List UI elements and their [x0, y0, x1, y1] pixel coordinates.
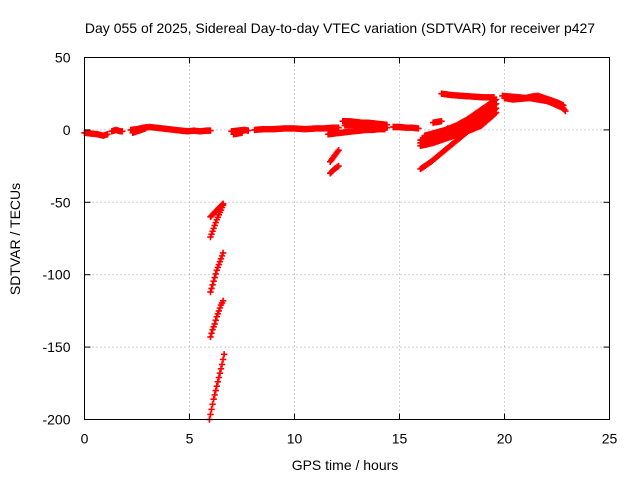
- y-tick-labels: -200 -150 -100 -50 0 50: [42, 50, 70, 428]
- y-tick-label: 50: [55, 50, 71, 66]
- series-arc-29: [501, 94, 550, 105]
- data-point: [335, 162, 342, 170]
- data-point: [207, 333, 214, 341]
- chart-title: Day 055 of 2025, Sidereal Day-to-day VTE…: [85, 20, 595, 36]
- data-point: [213, 382, 220, 390]
- data-point: [543, 97, 550, 105]
- data-point: [211, 274, 218, 281]
- data-point: [415, 125, 422, 132]
- data-point: [220, 351, 228, 358]
- data-point: [209, 281, 216, 289]
- x-tick-label: 0: [81, 431, 89, 447]
- series-arc-02: [108, 126, 126, 135]
- series-arc-23: [417, 106, 498, 173]
- x-tick-label: 15: [392, 431, 408, 447]
- data-point: [209, 401, 216, 408]
- x-tick-label: 10: [287, 431, 303, 447]
- data-point: [211, 320, 218, 328]
- series-arc-15: [207, 201, 227, 241]
- data-point: [214, 378, 222, 386]
- series-arc-07: [251, 124, 342, 134]
- data-point: [335, 124, 342, 131]
- data-point: [119, 128, 126, 135]
- series-arc-06: [230, 129, 246, 138]
- data-point: [212, 270, 219, 278]
- data-point: [335, 146, 342, 154]
- data-point: [238, 129, 246, 136]
- data-point: [218, 361, 226, 368]
- data-point: [219, 297, 227, 304]
- series-arc-01: [81, 129, 111, 139]
- data-point: [490, 106, 498, 113]
- series-arc-10: [341, 121, 391, 131]
- y-axis-label: SDTVAR / TECUs: [7, 183, 23, 295]
- plot-frame: [84, 57, 610, 420]
- data-point: [211, 391, 218, 399]
- series-arc-24: [436, 125, 451, 136]
- data-point: [562, 107, 569, 115]
- data-points: [81, 90, 569, 423]
- data-point: [245, 127, 252, 134]
- data-point: [210, 396, 217, 403]
- series-arc-04: [129, 125, 149, 136]
- axis-ticks: [84, 57, 610, 420]
- y-tick-label: -100: [42, 267, 70, 283]
- series-arc-11: [327, 146, 342, 165]
- data-point: [208, 330, 215, 337]
- data-point: [490, 94, 498, 101]
- data-point: [444, 125, 451, 132]
- data-point: [217, 365, 225, 373]
- data-point: [208, 406, 215, 413]
- series-arc-17: [207, 297, 227, 341]
- series-arc-26: [438, 90, 498, 101]
- y-tick-label: -200: [42, 412, 70, 428]
- data-point: [212, 317, 219, 324]
- x-tick-label: 20: [497, 431, 513, 447]
- data-point: [219, 356, 227, 363]
- y-tick-label: -150: [42, 339, 70, 355]
- x-tick-label: 5: [186, 431, 194, 447]
- data-point: [489, 107, 497, 114]
- data-point: [219, 249, 227, 257]
- data-point: [207, 127, 214, 134]
- data-point: [216, 369, 224, 377]
- data-point: [208, 285, 215, 292]
- data-point: [142, 125, 149, 132]
- y-tick-label: 0: [63, 122, 71, 138]
- data-point: [219, 201, 227, 209]
- data-point: [383, 124, 391, 131]
- data-point: [104, 131, 111, 138]
- data-point: [210, 278, 217, 285]
- y-tick-label: -50: [50, 194, 70, 210]
- grid-lines: [84, 57, 610, 420]
- series-arc-25: [429, 118, 445, 126]
- x-axis-label: GPS time / hours: [292, 457, 399, 473]
- series-arc-18: [206, 351, 228, 423]
- data-point: [207, 411, 214, 418]
- series-arc-13: [390, 123, 422, 132]
- data-point: [212, 387, 219, 394]
- x-tick-label: 25: [602, 431, 618, 447]
- data-point: [215, 374, 223, 381]
- series-arc-12: [327, 162, 342, 177]
- data-point: [438, 118, 445, 125]
- x-tick-labels: 0 5 10 15 20 25: [81, 431, 618, 447]
- data-point: [207, 288, 214, 296]
- series-arc-16: [207, 249, 227, 296]
